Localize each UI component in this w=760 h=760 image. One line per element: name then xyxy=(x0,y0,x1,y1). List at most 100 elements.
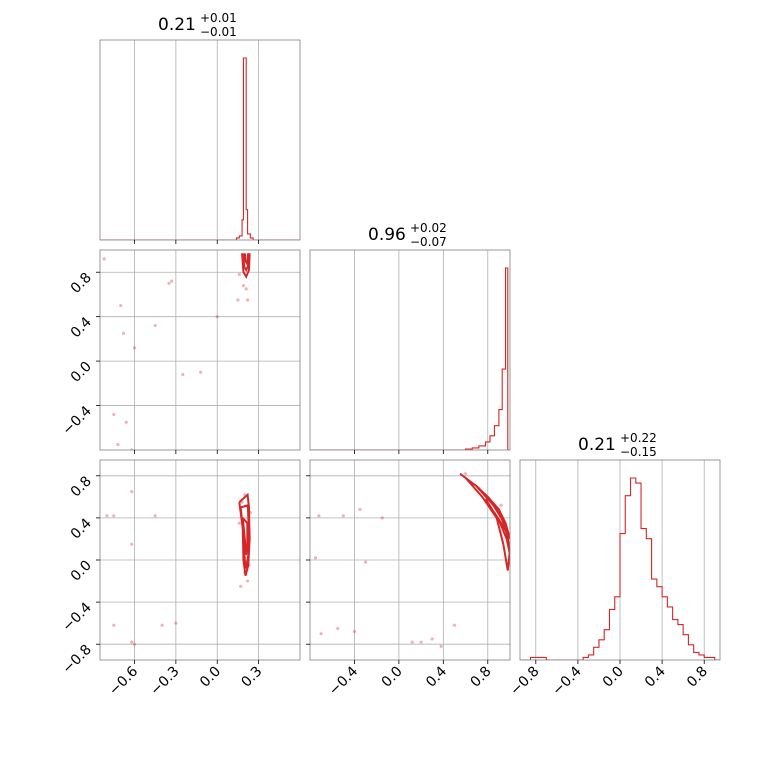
title-minus-error: −0.01 xyxy=(200,25,237,39)
x-tick-label: 0.0 xyxy=(600,664,627,691)
title-minus-error: −0.07 xyxy=(410,235,447,249)
density-contour xyxy=(239,503,250,569)
sample-point xyxy=(430,637,434,641)
sample-point xyxy=(124,420,128,424)
title-minus-error: −0.15 xyxy=(620,445,657,459)
title-value: 0.21 xyxy=(578,435,616,455)
panel-content xyxy=(105,489,252,646)
histogram-title: 0.21 +0.22−0.15 xyxy=(578,431,657,459)
title-plus-error: +0.01 xyxy=(200,11,237,25)
sample-point xyxy=(112,514,116,518)
sample-point xyxy=(215,315,219,319)
scatter-panel-1-0: −0.4 0.0 0.4 0.8 xyxy=(59,249,301,457)
sample-point xyxy=(181,372,185,377)
x-tick-label: 0.3 xyxy=(238,664,265,691)
histogram-line xyxy=(520,477,720,660)
sample-point xyxy=(341,514,345,518)
sample-point xyxy=(105,514,109,518)
y-tick-label: 0.4 xyxy=(68,314,95,341)
sample-point xyxy=(237,521,241,525)
sample-point xyxy=(380,516,384,520)
x-tick-label: 0.8 xyxy=(684,664,711,691)
sample-point xyxy=(153,323,157,328)
sample-point xyxy=(241,283,246,288)
y-tick-label: 0.0 xyxy=(68,359,95,386)
x-tick-label: −0.8 xyxy=(507,664,542,699)
histogram-line xyxy=(100,57,300,240)
sample-point xyxy=(363,560,368,564)
panel-content xyxy=(313,472,510,648)
sample-point xyxy=(130,489,134,494)
histogram-panel-1: 0.96 +0.02−0.07 xyxy=(309,221,511,454)
histogram-panel-0: 0.21 +0.01−0.01 xyxy=(99,11,301,244)
panel-frame xyxy=(99,249,301,451)
sample-point xyxy=(245,298,250,302)
panel-frame xyxy=(99,39,301,241)
y-tick-label: −0.4 xyxy=(59,403,94,438)
sample-point xyxy=(199,370,203,374)
x-tick-label: −0.4 xyxy=(549,663,584,698)
sample-point xyxy=(112,623,116,627)
sample-point xyxy=(336,626,340,631)
sample-point xyxy=(419,640,423,644)
sample-point xyxy=(112,412,116,417)
title-value: 0.96 xyxy=(368,225,406,245)
sample-point xyxy=(358,507,362,512)
sample-point xyxy=(352,629,357,634)
title-plus-error: +0.02 xyxy=(410,221,447,235)
density-contour xyxy=(241,517,249,555)
title-value: 0.21 xyxy=(158,15,196,35)
sample-point xyxy=(132,346,137,350)
sample-point xyxy=(499,503,503,507)
y-tick-label: −0.4 xyxy=(59,600,94,635)
y-tick-label: 0.8 xyxy=(68,270,95,297)
histogram-line xyxy=(310,267,510,450)
sample-point xyxy=(170,279,174,283)
sample-point xyxy=(102,257,106,261)
density-contour xyxy=(242,253,250,273)
scatter-panel-2-1: −0.4 0.0 0.4 0.8 xyxy=(306,459,511,699)
x-tick-label: 0.4 xyxy=(642,663,669,690)
sample-point xyxy=(245,579,250,583)
sample-point xyxy=(116,442,120,447)
sample-point xyxy=(244,287,248,291)
density-contour xyxy=(243,253,249,266)
x-tick-label: −0.6 xyxy=(106,663,141,698)
sample-point xyxy=(130,542,134,546)
y-tick-label: 0.0 xyxy=(68,558,95,585)
sample-point xyxy=(167,281,171,285)
title-plus-error: +0.22 xyxy=(620,431,657,445)
y-tick-label: 0.4 xyxy=(68,515,95,542)
scatter-panel-2-0: −0.6 −0.3 0.0 0.3 −0.8 −0.4 0.0 0.4 0.8 xyxy=(59,459,301,699)
histogram-title: 0.21 +0.01−0.01 xyxy=(158,11,237,39)
sample-point xyxy=(153,514,157,518)
panel-frame xyxy=(309,249,511,451)
sample-point xyxy=(174,621,178,625)
sample-point xyxy=(317,514,321,518)
sample-point xyxy=(133,454,136,457)
sample-point xyxy=(410,640,414,644)
sample-point xyxy=(237,272,241,277)
sample-point xyxy=(313,556,318,560)
sample-point xyxy=(319,632,323,636)
sample-point xyxy=(439,644,443,648)
sample-point xyxy=(236,298,240,302)
histogram-panel-2: −0.8 −0.4 0.0 0.4 0.8 0.21 +0.22−0.15 xyxy=(507,431,721,699)
sample-point xyxy=(160,623,164,627)
panel-content xyxy=(102,253,251,457)
sample-point xyxy=(463,472,468,476)
x-tick-label: 0.0 xyxy=(379,664,406,691)
y-tick-label: 0.8 xyxy=(68,473,95,500)
x-tick-label: 0.8 xyxy=(468,664,495,691)
density-contour xyxy=(487,496,510,540)
sample-point xyxy=(121,331,126,335)
sample-point xyxy=(132,642,137,646)
x-tick-label: −0.4 xyxy=(326,663,361,698)
sample-point xyxy=(452,623,457,627)
histogram-title: 0.96 +0.02−0.07 xyxy=(368,221,447,249)
x-tick-label: 0.4 xyxy=(423,663,450,690)
y-tick-label: −0.8 xyxy=(59,642,94,677)
sample-point xyxy=(239,584,243,588)
x-tick-label: −0.3 xyxy=(147,664,182,699)
